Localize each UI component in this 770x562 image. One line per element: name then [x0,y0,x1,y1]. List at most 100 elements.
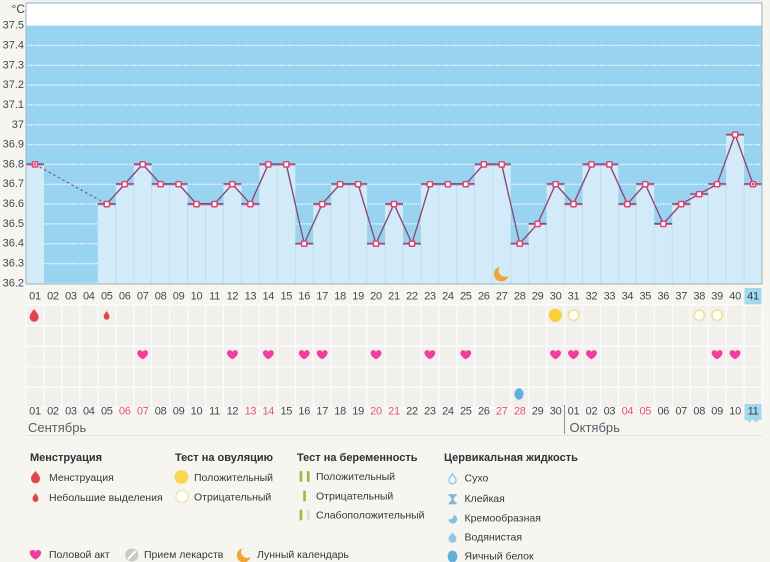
svg-text:40: 40 [729,291,741,303]
svg-text:31: 31 [568,291,580,303]
svg-text:05: 05 [639,406,651,418]
svg-text:36.6: 36.6 [3,198,24,210]
svg-text:03: 03 [65,406,77,418]
svg-text:13: 13 [245,406,257,418]
svg-text:Менструация: Менструация [30,452,102,464]
svg-text:36.9: 36.9 [3,139,24,151]
svg-text:01: 01 [29,406,41,418]
svg-text:37: 37 [12,119,24,131]
svg-text:35: 35 [639,291,651,303]
svg-text:29: 29 [532,291,544,303]
svg-text:19: 19 [352,291,364,303]
svg-text:20: 20 [370,291,382,303]
svg-text:15: 15 [280,291,292,303]
svg-text:21: 21 [388,291,400,303]
svg-text:Положительный: Положительный [316,471,395,483]
svg-text:15: 15 [280,406,292,418]
svg-text:Небольшие выделения: Небольшие выделения [49,492,163,504]
svg-text:08: 08 [155,406,167,418]
svg-text:24: 24 [442,291,454,303]
svg-text:Слабоположительный: Слабоположительный [316,510,425,522]
svg-text:06: 06 [657,406,669,418]
svg-text:03: 03 [604,406,616,418]
svg-text:36.8: 36.8 [3,158,24,170]
svg-text:02: 02 [586,406,598,418]
svg-text:04: 04 [622,406,634,418]
svg-text:19: 19 [352,406,364,418]
svg-text:06: 06 [119,406,131,418]
svg-text:22: 22 [406,406,418,418]
svg-text:17: 17 [316,291,328,303]
svg-text:26: 26 [478,291,490,303]
svg-text:05: 05 [101,291,113,303]
svg-text:10: 10 [191,406,203,418]
svg-text:Клейкая: Клейкая [465,493,505,505]
svg-text:28: 28 [514,291,526,303]
svg-text:04: 04 [83,406,95,418]
svg-text:Сухо: Сухо [465,473,489,485]
svg-text:09: 09 [711,406,723,418]
svg-text:41: 41 [747,291,759,303]
svg-text:38: 38 [693,291,705,303]
svg-text:30: 30 [550,406,562,418]
svg-text:32: 32 [586,291,598,303]
svg-text:28: 28 [514,406,526,418]
svg-text:16: 16 [298,291,310,303]
svg-text:Тест на овуляцию: Тест на овуляцию [175,452,273,464]
svg-text:10: 10 [729,406,741,418]
svg-text:01: 01 [568,406,580,418]
svg-text:25: 25 [460,291,472,303]
svg-text:36.7: 36.7 [3,178,24,190]
svg-text:Половой акт: Половой акт [49,549,110,561]
svg-text:Отрицательный: Отрицательный [194,492,271,504]
svg-text:Отрицательный: Отрицательный [316,491,393,503]
svg-text:Сентябрь: Сентябрь [28,420,86,435]
svg-text:36.3: 36.3 [3,258,24,270]
svg-text:07: 07 [137,291,149,303]
svg-text:18: 18 [334,406,346,418]
svg-text:36: 36 [657,291,669,303]
svg-text:02: 02 [47,406,59,418]
svg-text:07: 07 [675,406,687,418]
svg-text:01: 01 [29,291,41,303]
svg-text:27: 27 [496,291,508,303]
svg-text:11: 11 [748,406,759,418]
svg-text:18: 18 [334,291,346,303]
svg-text:23: 23 [424,291,436,303]
svg-text:Цервикальная жидкость: Цервикальная жидкость [444,452,578,464]
svg-text:16: 16 [298,406,310,418]
svg-text:14: 14 [262,291,274,303]
svg-text:09: 09 [173,406,185,418]
svg-text:34: 34 [622,291,634,303]
svg-text:39: 39 [711,291,723,303]
svg-text:21: 21 [388,406,400,418]
svg-text:37.1: 37.1 [3,99,24,111]
svg-text:30: 30 [550,291,562,303]
svg-text:37: 37 [675,291,687,303]
svg-text:36.2: 36.2 [3,277,24,289]
svg-text:12: 12 [227,291,239,303]
svg-text:06: 06 [119,291,131,303]
svg-text:Кремообразная: Кремообразная [465,513,541,525]
svg-text:03: 03 [65,291,77,303]
svg-text:25: 25 [460,406,472,418]
svg-text:29: 29 [532,406,544,418]
svg-text:Водянистая: Водянистая [465,532,523,544]
svg-text:37.2: 37.2 [3,79,24,91]
svg-text:10: 10 [191,291,203,303]
svg-text:07: 07 [137,406,149,418]
svg-text:Октябрь: Октябрь [570,420,621,435]
svg-text:24: 24 [442,406,454,418]
svg-text:26: 26 [478,406,490,418]
svg-text:04: 04 [83,291,95,303]
svg-text:12: 12 [227,406,239,418]
svg-text:37.5: 37.5 [3,20,24,32]
svg-text:02: 02 [47,291,59,303]
svg-text:36.5: 36.5 [3,218,24,230]
svg-text:Положительный: Положительный [194,472,273,484]
svg-text:Яичный белок: Яичный белок [465,551,535,562]
svg-text:11: 11 [209,291,220,303]
svg-text:14: 14 [262,406,274,418]
svg-text:37.4: 37.4 [3,39,24,51]
svg-text:17: 17 [316,406,328,418]
